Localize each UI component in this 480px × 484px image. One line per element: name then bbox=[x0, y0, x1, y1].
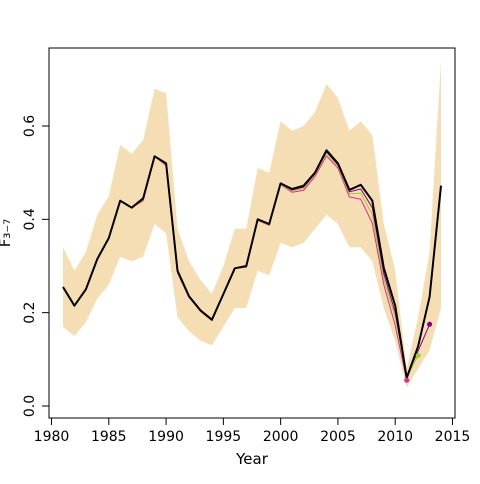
y-axis: 0.0 0.2 0.4 0.6 bbox=[22, 115, 50, 417]
series-layer bbox=[62, 149, 442, 381]
y-axis-label: F₃₋₇ bbox=[0, 219, 14, 248]
x-tick-label-1: 1985 bbox=[91, 429, 127, 445]
x-tick-label-2: 1990 bbox=[148, 429, 184, 445]
x-axis-label: Year bbox=[235, 450, 269, 468]
x-axis: 1980 1985 1990 1995 2000 2005 2010 2015 bbox=[34, 417, 471, 445]
endpoint-markers bbox=[404, 321, 433, 383]
x-tick-label-6: 2010 bbox=[377, 429, 413, 445]
confidence-band-layer bbox=[63, 60, 441, 388]
endpoint-point-2 bbox=[427, 321, 433, 327]
y-tick-label-3: 0.6 bbox=[22, 115, 38, 137]
y-tick-label-2: 0.4 bbox=[22, 208, 38, 230]
x-tick-label-3: 1995 bbox=[206, 429, 242, 445]
confidence-band bbox=[63, 60, 441, 388]
y-tick-label-0: 0.0 bbox=[22, 395, 38, 417]
x-tick-label-0: 1980 bbox=[34, 429, 70, 445]
x-tick-label-4: 2000 bbox=[263, 429, 299, 445]
x-tick-label-5: 2005 bbox=[320, 429, 356, 445]
x-tick-label-7: 2015 bbox=[435, 429, 471, 445]
endpoint-point-0 bbox=[404, 377, 410, 383]
endpoint-point-1 bbox=[415, 353, 421, 359]
series-line-0 bbox=[62, 149, 442, 379]
y-tick-label-1: 0.2 bbox=[22, 302, 38, 324]
